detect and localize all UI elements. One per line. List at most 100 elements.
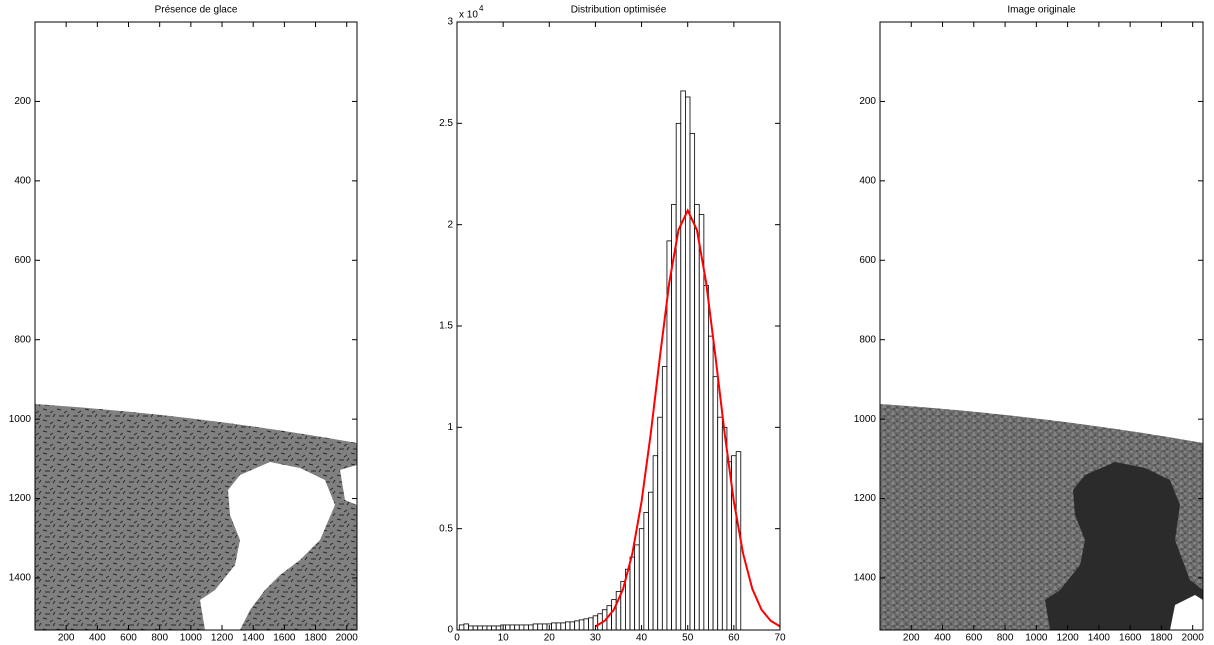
bar [551, 622, 557, 631]
x-tick-label: 1000 [1025, 633, 1048, 644]
y-tick-label: 1000 [854, 414, 877, 425]
bar [721, 426, 728, 631]
x-tick-label: 200 [58, 633, 75, 644]
y-tick-label: 2 [447, 219, 453, 230]
x-tick-label: 1400 [242, 633, 265, 644]
y-tick-label: 1000 [9, 414, 32, 425]
y-tick-label: 1200 [9, 493, 32, 504]
x-tick-label: 1800 [1150, 633, 1173, 644]
bar [458, 624, 465, 631]
bar [652, 455, 659, 631]
bar [528, 624, 534, 631]
bar [731, 455, 737, 631]
y-tick-label: 600 [14, 255, 31, 266]
bar [578, 619, 585, 631]
bar [588, 617, 594, 631]
bar [537, 623, 543, 631]
bar [468, 625, 474, 631]
axes-box [879, 21, 1204, 631]
fit-curve [594, 208, 781, 628]
bar [717, 416, 723, 631]
x-tick-label: 50 [682, 633, 694, 644]
y-tick-label: 200 [859, 96, 876, 107]
bar [505, 624, 511, 631]
y-tick-label: 3 [447, 17, 453, 28]
original-image [880, 404, 1203, 630]
x-tick-label: 2000 [336, 633, 359, 644]
bar [481, 625, 488, 631]
y-multiplier: x 10 [459, 10, 478, 21]
x-tick-label: 40 [636, 633, 648, 644]
bar [698, 214, 705, 631]
bar [463, 623, 469, 631]
bar [472, 625, 479, 631]
bar [569, 621, 576, 631]
x-tick-label: 800 [997, 633, 1014, 644]
bar [694, 203, 700, 631]
y-tick-label: 1 [447, 422, 453, 433]
bar [680, 90, 686, 631]
bar [689, 133, 696, 631]
x-tick-label: 1400 [1088, 633, 1111, 644]
y-tick-label: 400 [859, 175, 876, 186]
bar [495, 625, 502, 631]
axes-title: Présence de glace [155, 5, 238, 16]
y-tick-label: 600 [859, 255, 876, 266]
bar [532, 623, 539, 631]
x-tick-label: 1200 [1056, 633, 1079, 644]
bar [565, 621, 571, 631]
x-tick-label: 2000 [1182, 633, 1205, 644]
x-tick-label: 1600 [273, 633, 296, 644]
x-tick-label: 70 [774, 633, 786, 644]
bar [638, 528, 645, 631]
bar [560, 622, 566, 631]
bar [509, 624, 516, 631]
bar [518, 624, 525, 631]
x-tick-label: 1600 [1119, 633, 1142, 644]
axes-title: Image originale [1007, 5, 1076, 16]
bar [648, 491, 654, 631]
y-tick-label: 800 [14, 334, 31, 345]
ice-image [35, 404, 357, 630]
x-tick-label: 30 [590, 633, 602, 644]
y-tick-label: 200 [14, 96, 31, 107]
x-tick-label: 0 [454, 633, 460, 644]
bar [555, 622, 562, 631]
y-tick-label: 1.5 [439, 321, 453, 332]
x-tick-label: 600 [120, 633, 137, 644]
y-tick-label: 400 [14, 175, 31, 186]
bar [675, 122, 682, 631]
bar [477, 625, 483, 631]
bar [574, 620, 580, 631]
x-tick-label: 400 [934, 633, 951, 644]
x-tick-label: 800 [151, 633, 168, 644]
bar [712, 376, 719, 631]
bar [726, 461, 732, 631]
x-tick-label: 60 [728, 633, 740, 644]
axes-box [34, 21, 358, 631]
x-tick-label: 1200 [211, 633, 234, 644]
bar [514, 624, 520, 631]
bar [657, 416, 663, 631]
axes-title: Distribution optimisée [571, 5, 667, 16]
x-tick-label: 10 [498, 633, 510, 644]
bar [708, 335, 714, 631]
y-tick-label: 800 [859, 334, 876, 345]
bar [661, 366, 668, 631]
bar [486, 625, 493, 631]
bar [685, 96, 691, 631]
x-tick-label: 400 [89, 633, 106, 644]
y-tick-label: 0.5 [439, 523, 453, 534]
bar [523, 624, 529, 631]
bar [629, 556, 636, 631]
x-tick-label: 600 [965, 633, 982, 644]
x-tick-label: 20 [544, 633, 556, 644]
bar [643, 512, 649, 631]
bar [634, 544, 640, 631]
y-tick-label: 1400 [9, 573, 32, 584]
y-tick-label: 1200 [854, 493, 877, 504]
y-tick-label: 1400 [854, 573, 877, 584]
y-tick-label: 2.5 [439, 118, 453, 129]
bar [491, 625, 497, 631]
